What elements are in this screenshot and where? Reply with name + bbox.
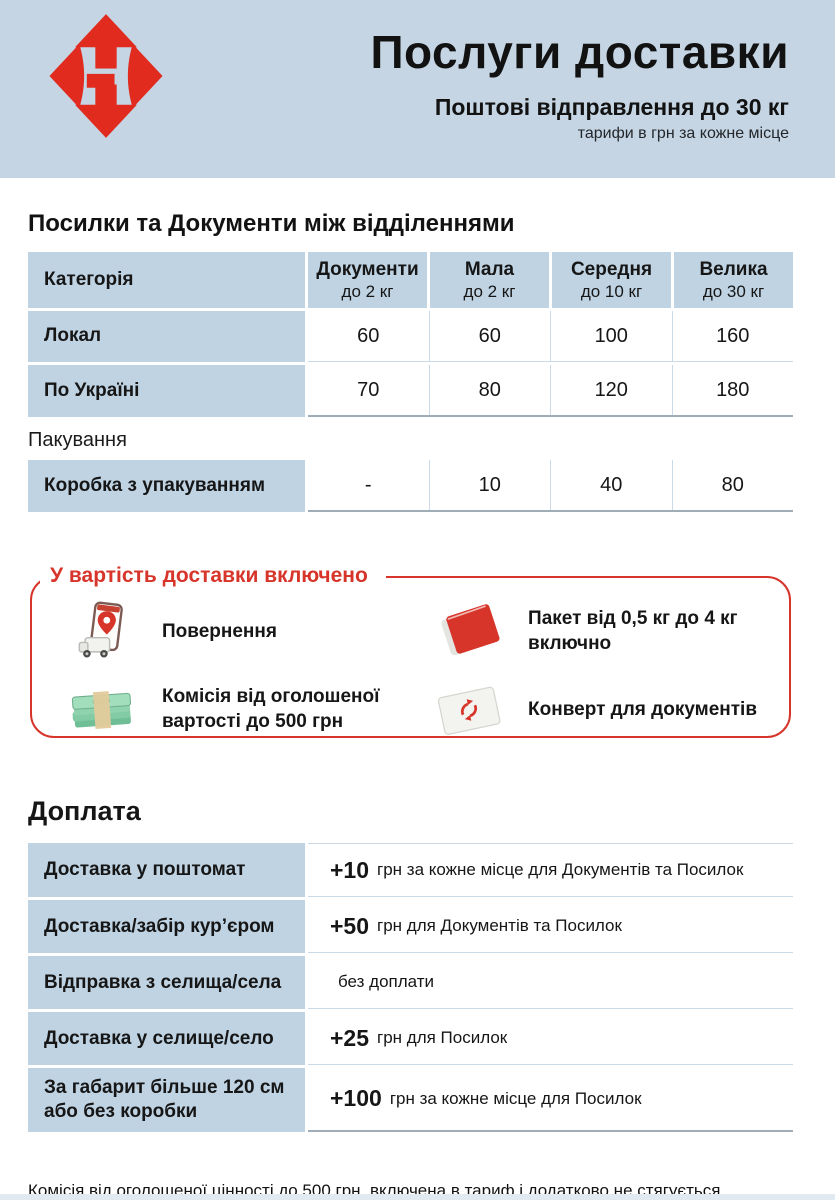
price-cell: 160 [671,311,794,361]
parcels-table: Категорія Документи до 2 кг Мала до 2 кг… [28,252,793,512]
surcharge-row-postomat: Доставка у поштомат +10 грн за кожне міс… [28,843,793,897]
surcharge-desc: грн для Посилок [377,1028,508,1047]
price-cell: 80 [428,365,551,415]
red-packet-icon [432,600,506,664]
column-header-large: Велика до 30 кг [674,252,793,308]
price-cell: 100 [550,311,672,361]
column-header-medium: Середня до 10 кг [552,252,671,308]
price-cell: 180 [671,365,794,415]
phone-truck-icon [66,600,140,664]
price-cell: 60 [428,311,551,361]
header: Послуги доставки Поштові відправлення до… [0,0,835,178]
page-title: Послуги доставки [370,26,789,78]
price-cell: 40 [550,460,672,510]
included-item-envelope: Конверт для документів [432,678,771,742]
table-header-row: Категорія Документи до 2 кг Мала до 2 кг… [28,252,793,308]
price-cell: 80 [671,460,794,510]
price-cell: 70 [357,378,380,401]
included-item-commission: Комісія від оголошеної вартості до 500 г… [66,678,432,742]
surcharges-table: Доставка у поштомат +10 грн за кожне міс… [28,843,793,1132]
envelope-icon [432,678,506,742]
header-text: Послуги доставки Поштові відправлення до… [170,0,835,143]
column-header-documents: Документи до 2 кг [308,252,427,308]
included-item-packet: Пакет від 0,5 кг до 4 кг включно [432,600,771,664]
surcharge-desc: без доплати [338,972,435,991]
price-cell: - [364,473,372,496]
nova-poshta-logo-icon [42,12,170,140]
surcharge-desc: грн за кожне місце для Документів та Пос… [377,860,744,879]
table-row-local: Локал 60 60 100 160 [28,311,793,362]
surcharge-row-village-delivery: Доставка у селище/село +25 грн для Посил… [28,1012,793,1065]
included-item-return: Повернення [66,600,432,664]
column-header-small: Мала до 2 кг [430,252,549,308]
surcharge-desc: грн для Документів та Посилок [377,916,622,935]
price-cell: 10 [428,460,551,510]
included-title: У вартість доставки включено [40,564,386,588]
section-title-parcels: Посилки та Документи між відділеннями [28,210,515,237]
surcharge-row-village-send: Відправка з селища/села без доплати [28,956,793,1009]
bottom-strip [0,1194,835,1200]
table-row-box-packaging: Коробка з упакуванням - 10 40 80 [28,460,793,512]
table-row-ukraine: По Україні 70 80 120 180 [28,365,793,417]
price-cell: 120 [550,365,672,415]
surcharge-row-oversize: За габарит більше 120 см або без коробки… [28,1068,793,1132]
surcharge-amount: +100 [330,1085,382,1112]
money-stack-icon [66,678,140,742]
surcharge-amount: +25 [330,1024,370,1051]
header-note: тарифи в грн за кожне місце [577,125,789,143]
header-subtitle: Поштові відправлення до 30 кг [434,94,789,121]
price-cell: 60 [357,324,380,347]
surcharge-amount: +50 [330,912,370,939]
packaging-title: Пакування [28,429,127,451]
main-content: Посилки та Документи між відділеннями Ка… [0,210,835,1200]
surcharge-amount: +10 [330,856,370,883]
surcharge-desc: грн за кожне місце для Посилок [389,1088,642,1108]
included-box: У вартість доставки включено [30,564,791,738]
section-title-surcharges: Доплата [28,796,141,826]
column-header-category: Категорія [28,252,305,308]
surcharge-row-courier: Доставка/забір кур’єром +50 грн для Доку… [28,900,793,953]
